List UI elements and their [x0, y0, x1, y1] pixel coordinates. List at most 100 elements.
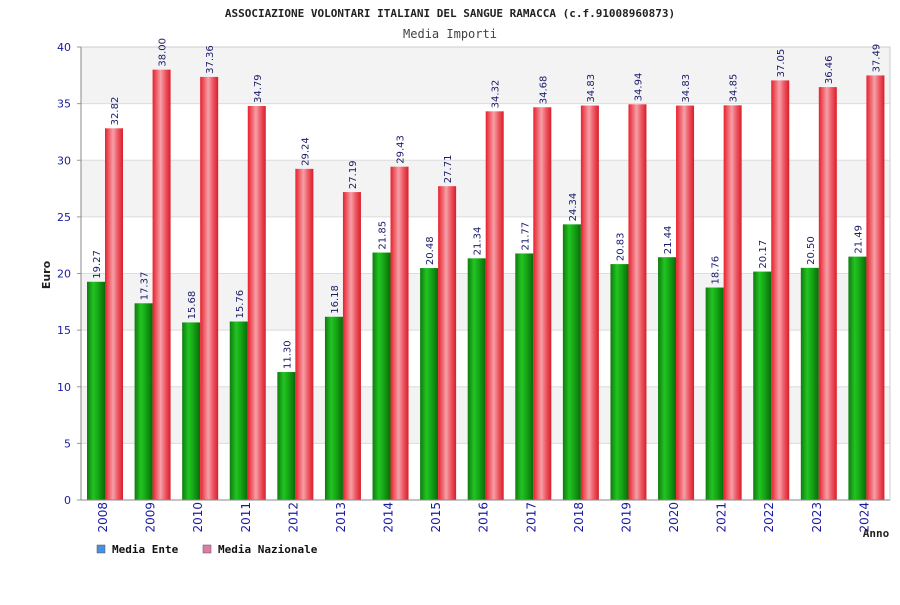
x-tick-label: 2012: [286, 502, 300, 533]
value-labels: 19.27 32.82 17.37 38.00 15.68 37.36 15.76 34.79…: [92, 38, 882, 369]
bar-value-label: 18.76: [711, 256, 722, 285]
bar-media-nazionale: [152, 69, 171, 501]
y-tick-label: 0: [64, 494, 71, 507]
legend-swatch: [96, 544, 106, 554]
bar-value-label: 32.82: [110, 97, 121, 126]
bar-media-nazionale: [105, 128, 123, 500]
bar-value-label: 15.76: [235, 290, 246, 319]
y-tick-label: 5: [64, 437, 71, 450]
bar-value-label: 15.68: [187, 291, 198, 320]
bar-value-label: 21.77: [520, 222, 531, 251]
x-tick-label: 2015: [429, 502, 443, 533]
bar-media-ente: [182, 322, 201, 500]
x-tick-label: 2008: [96, 502, 110, 533]
bar-media-ente: [658, 257, 677, 500]
x-tick-label: 2014: [382, 502, 396, 533]
x-tick-label: 2013: [334, 502, 348, 533]
bar-value-label: 21.34: [473, 227, 484, 256]
bar-media-nazionale: [200, 76, 219, 500]
legend-label: Media Nazionale: [218, 543, 318, 556]
bar-value-label: 27.71: [443, 155, 454, 184]
bar-media-ente: [134, 303, 153, 500]
y-tick-label: 10: [57, 381, 71, 394]
bar-media-nazionale: [818, 87, 837, 500]
x-axis-title: Anno: [863, 527, 890, 540]
x-tick-label: 2009: [144, 502, 158, 533]
bar-media-nazionale: [866, 75, 885, 500]
chart-title: ASSOCIAZIONE VOLONTARI ITALIANI DEL SANG…: [225, 7, 675, 20]
bar-value-label: 21.85: [378, 221, 389, 250]
bar-value-label: 34.83: [681, 74, 692, 103]
y-axis-title: Euro: [40, 260, 53, 289]
y-tick-label: 25: [57, 211, 71, 224]
bar-value-label: 34.79: [253, 74, 264, 103]
bar-media-nazionale: [771, 80, 790, 500]
bars: [87, 69, 885, 501]
bar-media-ente: [800, 267, 819, 500]
bar-value-label: 27.19: [348, 160, 359, 189]
y-tick-label: 20: [57, 268, 71, 281]
bar-media-ente: [467, 258, 486, 500]
bar-media-ente: [277, 372, 296, 500]
bar-media-ente: [372, 252, 391, 500]
bar-media-ente: [848, 256, 867, 500]
x-tick-label: 2016: [477, 502, 491, 533]
chart-subtitle: Media Importi: [403, 27, 497, 41]
bar-value-label: 17.37: [140, 272, 151, 301]
bar-media-nazionale: [438, 186, 457, 500]
bar-media-ente: [515, 253, 534, 500]
y-tick-label: 30: [57, 154, 71, 167]
bar-media-nazionale: [485, 111, 504, 501]
x-tick-label: 2023: [810, 502, 824, 533]
x-tick-label: 2022: [762, 502, 776, 533]
bar-value-label: 16.18: [330, 285, 341, 314]
legend: Media Ente Media Nazionale: [96, 543, 318, 556]
bar-value-label: 37.36: [205, 45, 216, 74]
bar-media-nazionale: [580, 105, 599, 501]
bar-value-label: 20.48: [425, 236, 436, 265]
bar-media-nazionale: [533, 107, 552, 501]
bar-value-label: 34.85: [729, 74, 740, 103]
bar-media-nazionale: [342, 192, 361, 501]
bar-value-label: 21.44: [663, 226, 674, 255]
x-tick-label: 2018: [572, 502, 586, 533]
bar-media-nazionale: [723, 105, 742, 500]
legend-label: Media Ente: [112, 543, 179, 556]
bar-value-label: 20.17: [758, 240, 769, 269]
bar-value-label: 36.46: [824, 55, 835, 84]
bar-value-label: 21.49: [853, 225, 864, 254]
y-tick-label: 35: [57, 98, 71, 111]
bar-value-label: 24.34: [568, 193, 579, 222]
bar-value-label: 11.30: [282, 340, 293, 369]
y-tick-label: 15: [57, 324, 71, 337]
bar-media-nazionale: [247, 106, 266, 501]
bar-media-ente: [562, 224, 581, 501]
legend-swatch: [202, 544, 212, 554]
bar-value-label: 37.05: [776, 49, 787, 78]
bar-media-nazionale: [295, 168, 314, 500]
y-tick-label: 40: [57, 41, 71, 54]
x-tick-label: 2024: [857, 502, 871, 533]
x-axis: 2008 2009 2010 2011 2012 2013 2014 2015 2016 2017…: [81, 499, 890, 533]
bar-value-label: 37.49: [871, 44, 882, 73]
bar-media-ente: [753, 271, 772, 500]
y-axis: 0 5 10 15 20 25 30 35 40: [57, 41, 82, 507]
bar-media-ente: [87, 281, 105, 500]
x-tick-label: 2019: [619, 502, 633, 533]
bar-value-label: 20.83: [615, 232, 626, 261]
bar-value-label: 38.00: [158, 38, 169, 67]
bar-media-nazionale: [628, 104, 647, 500]
bar-media-nazionale: [676, 105, 695, 501]
bar-value-label: 34.68: [538, 76, 549, 105]
bar-value-label: 19.27: [92, 250, 103, 279]
bar-media-ente: [229, 321, 248, 500]
bar-value-label: 34.32: [491, 80, 502, 109]
x-tick-label: 2011: [239, 502, 253, 533]
bar-media-ente: [324, 316, 343, 500]
bar-value-label: 29.43: [396, 135, 407, 164]
x-tick-label: 2021: [715, 502, 729, 533]
x-tick-label: 2020: [667, 502, 681, 533]
bar-media-ente: [420, 268, 439, 500]
